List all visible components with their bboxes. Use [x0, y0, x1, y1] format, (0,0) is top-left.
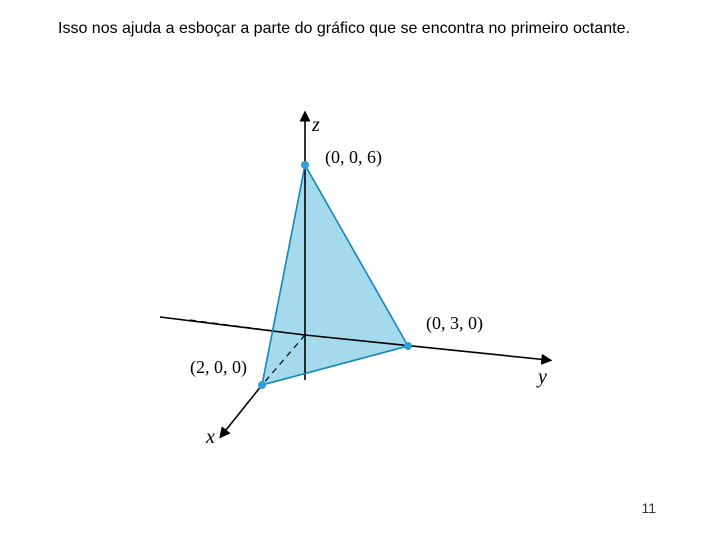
x-axis — [222, 385, 262, 435]
vertex-z-point — [301, 161, 309, 169]
y-axis-label: y — [536, 366, 547, 388]
page-number: 11 — [641, 500, 656, 516]
plane-first-octant-figure: z y x (0, 0, 6) (0, 3, 0) (2, 0, 0) — [130, 105, 560, 445]
z-axis-label: z — [311, 114, 320, 136]
vertex-z-label: (0, 0, 6) — [325, 147, 382, 168]
vertex-y-point — [404, 342, 412, 350]
caption-text: Isso nos ajuda a esboçar a parte do gráf… — [58, 18, 662, 40]
figure-svg: z y x (0, 0, 6) (0, 3, 0) (2, 0, 0) — [130, 105, 560, 445]
x-axis-label: x — [205, 426, 215, 445]
vertex-x-point — [258, 381, 266, 389]
vertex-y-label: (0, 3, 0) — [426, 313, 483, 334]
vertex-x-label: (2, 0, 0) — [190, 357, 247, 378]
